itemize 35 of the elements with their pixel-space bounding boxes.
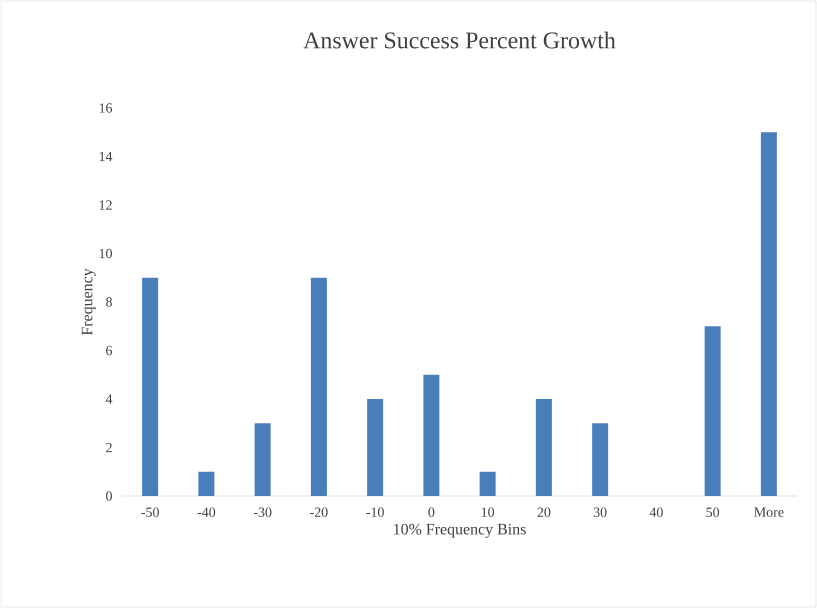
x-axis-title: 10% Frequency Bins [394,524,526,538]
bar [198,472,214,496]
bar [704,326,721,496]
y-tick-label: 16 [100,103,112,113]
x-tick-label: More [754,508,784,517]
x-tick-label: 40 [650,508,663,517]
x-tick-label: 10 [482,508,494,517]
bar [254,423,271,496]
bar [310,278,327,496]
y-axis-title: Frequency [82,268,96,336]
bar [592,423,608,496]
x-tick-label: -20 [310,508,328,517]
bar [760,132,777,496]
y-tick-label: 8 [106,297,112,307]
y-tick-label: 2 [106,442,112,452]
x-tick-label: -50 [141,508,159,517]
y-tick-label: 4 [106,394,112,404]
bar [480,472,496,496]
x-tick-label: -40 [198,508,216,517]
x-tick-label: 50 [706,508,720,517]
y-tick-label: 14 [100,152,112,162]
y-tick-label: 6 [106,346,112,356]
y-tick-label: 10 [100,248,112,258]
y-tick-label: 0 [106,491,112,501]
bar [367,399,384,496]
bar [142,278,158,496]
x-tick-label: -10 [366,508,384,517]
x-tick-label: 0 [428,508,434,517]
x-tick-label: 30 [594,508,607,517]
y-tick-label: 12 [100,200,112,210]
x-tick-label: -30 [254,508,272,517]
bar [536,399,552,496]
chart-title: Answer Success Percent Growth [303,32,616,48]
x-tick-label: 20 [538,508,550,517]
bar [423,374,440,496]
